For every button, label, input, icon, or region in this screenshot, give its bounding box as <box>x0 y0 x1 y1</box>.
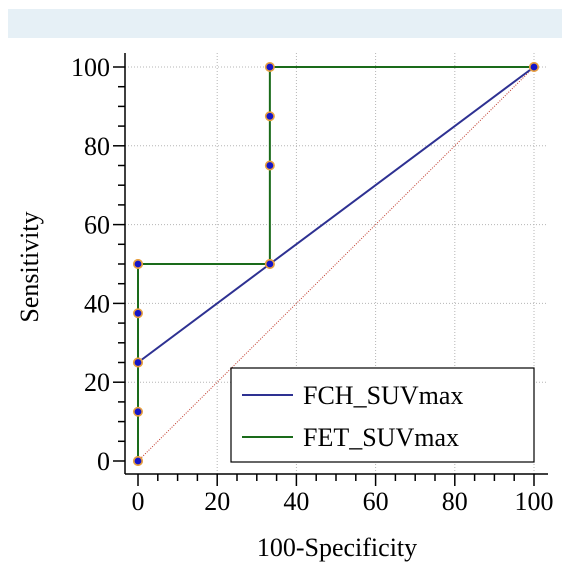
y-tick-label-0: 0 <box>97 447 110 476</box>
x-tick-label-100: 100 <box>515 487 554 516</box>
point-FET_SUVmax-9 <box>264 61 275 72</box>
y-tick-label-40: 40 <box>84 289 110 318</box>
point-FET_SUVmax-2 <box>133 357 144 368</box>
legend-label-fet: FET_SUVmax <box>303 423 459 452</box>
point-FET_SUVmax-1 <box>133 406 144 417</box>
point-FET_SUVmax-8 <box>264 111 275 122</box>
x-axis-label: 100-Specificity <box>257 533 417 562</box>
point-FET_SUVmax-0 <box>133 455 144 466</box>
tick-labels: 0 20 40 60 80 100 0 20 40 60 80 100 <box>71 53 554 516</box>
point-FET_SUVmax-5 <box>133 258 144 269</box>
y-tick-label-20: 20 <box>84 368 110 397</box>
axes <box>113 53 548 486</box>
point-FET_SUVmax-10 <box>528 61 539 72</box>
header-band <box>8 9 562 38</box>
point-FET_SUVmax-3 <box>133 308 144 319</box>
point-FET_SUVmax-7 <box>264 160 275 171</box>
legend: FCH_SUVmax FET_SUVmax <box>230 367 535 463</box>
series-line-FET_SUVmax <box>137 66 534 461</box>
series-lines <box>133 61 539 466</box>
y-tick-label-100: 100 <box>71 53 110 82</box>
point-FET_SUVmax-6 <box>264 258 275 269</box>
legend-box <box>230 367 535 463</box>
x-tick-label-80: 80 <box>442 487 468 516</box>
y-tick-label-80: 80 <box>84 132 110 161</box>
x-tick-label-40: 40 <box>283 487 309 516</box>
x-tick-label-20: 20 <box>204 487 230 516</box>
legend-label-fch: FCH_SUVmax <box>303 381 463 410</box>
x-tick-label-0: 0 <box>132 487 145 516</box>
y-axis-label: Sensitivity <box>15 211 44 322</box>
x-tick-label-60: 60 <box>363 487 389 516</box>
reference-diagonal <box>137 66 535 462</box>
y-tick-label-60: 60 <box>84 211 110 240</box>
reference-line <box>137 66 535 462</box>
